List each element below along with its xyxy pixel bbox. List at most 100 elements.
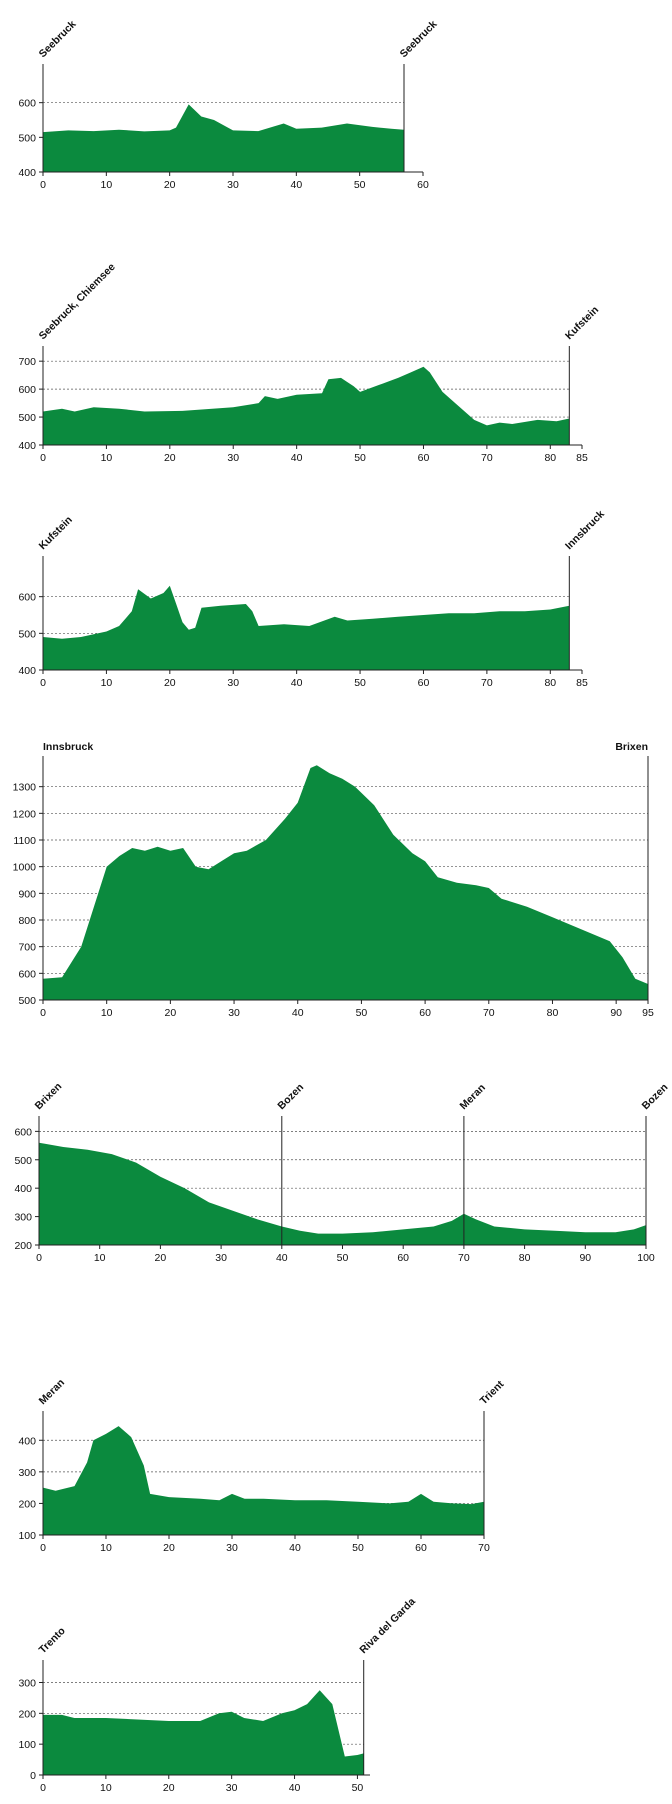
x-tick-label: 20	[155, 1252, 167, 1264]
y-tick-label: 400	[18, 167, 36, 179]
x-tick-label: 30	[227, 452, 239, 464]
x-tick-label: 0	[40, 1007, 46, 1019]
elevation-area	[43, 366, 570, 445]
profile-chart-1: 400 500 600 0 10 20 30 40 50 60 Seebruck Seebruck	[18, 18, 439, 191]
location-label: Kufstein	[563, 304, 601, 342]
x-tick-label: 80	[519, 1252, 531, 1264]
y-tick-label: 1200	[13, 808, 37, 820]
x-tick-label: 50	[337, 1252, 349, 1264]
x-tick-label: 30	[226, 1542, 238, 1554]
x-tick-label: 60	[418, 677, 430, 689]
x-tick-label: 80	[544, 452, 556, 464]
profile-chart-7: 0 100 200 300 0 10 20 30 40 50 Trento Riva del Gard…	[18, 1596, 417, 1794]
y-tick-label: 400	[18, 440, 36, 452]
y-tick-label: 600	[18, 98, 36, 110]
y-tick-label: 400	[18, 1435, 36, 1447]
x-tick-label: 40	[290, 179, 302, 191]
x-tick-label: 10	[94, 1252, 106, 1264]
x-tick-label: 100	[637, 1252, 655, 1264]
elevation-area	[39, 1142, 646, 1245]
x-tick-label: 60	[415, 1542, 427, 1554]
profile-chart-6: 100 200 300 400 0 10 20 30 40 50 60 70 Meran Trient	[18, 1377, 506, 1554]
location-label: Meran	[458, 1082, 488, 1112]
y-tick-label: 700	[18, 942, 36, 954]
x-tick-label: 0	[40, 677, 46, 689]
x-tick-label: 70	[478, 1542, 490, 1554]
x-tick-label: 30	[215, 1252, 227, 1264]
x-tick-label: 85	[576, 677, 588, 689]
location-label: Seebruck	[398, 18, 440, 60]
x-tick-label: 60	[419, 1007, 431, 1019]
x-tick-label: 30	[227, 179, 239, 191]
x-tick-label: 10	[101, 1007, 113, 1019]
x-tick-label: 80	[547, 1007, 559, 1019]
x-tick-label: 0	[40, 452, 46, 464]
x-tick-label: 30	[226, 1782, 238, 1794]
x-tick-label: 30	[227, 677, 239, 689]
y-tick-label: 200	[18, 1498, 36, 1510]
x-tick-label: 40	[291, 677, 303, 689]
y-tick-label: 400	[14, 1183, 32, 1195]
location-label: Innsbruck	[563, 508, 607, 552]
x-tick-label: 40	[289, 1782, 301, 1794]
x-tick-label: 0	[40, 1542, 46, 1554]
x-tick-label: 20	[165, 1007, 177, 1019]
y-tick-label: 1000	[13, 862, 37, 874]
x-tick-label: 20	[163, 1542, 175, 1554]
location-label: Riva del Garda	[357, 1596, 418, 1657]
location-label: Meran	[37, 1377, 67, 1407]
x-tick-label: 10	[101, 452, 113, 464]
location-label: Innsbruck	[43, 741, 93, 753]
x-tick-label: 85	[576, 452, 588, 464]
x-tick-label: 10	[101, 677, 113, 689]
x-tick-label: 70	[481, 452, 493, 464]
x-tick-label: 70	[458, 1252, 470, 1264]
y-tick-label: 600	[18, 592, 36, 604]
x-tick-label: 90	[579, 1252, 591, 1264]
x-tick-label: 0	[40, 179, 46, 191]
y-tick-label: 900	[18, 888, 36, 900]
y-tick-label: 500	[14, 1155, 32, 1167]
x-tick-label: 50	[352, 1782, 364, 1794]
y-tick-label: 300	[18, 1467, 36, 1479]
x-tick-label: 40	[289, 1542, 301, 1554]
profile-chart-5: 200 300 400 500 600 0 10 20 30 40 50 60 70 80 90 100 Bri…	[14, 1081, 670, 1264]
x-tick-label: 20	[163, 1782, 175, 1794]
profile-chart-4: 500 600 700 800 900 1000 1100 1200 1300 0 10 20 30 40…	[13, 741, 654, 1019]
location-label: Seebruck	[37, 18, 79, 60]
elevation-area	[43, 585, 570, 670]
x-tick-label: 90	[610, 1007, 622, 1019]
y-tick-label: 800	[18, 915, 36, 927]
x-tick-label: 50	[354, 677, 366, 689]
x-tick-label: 50	[354, 452, 366, 464]
y-tick-label: 600	[18, 384, 36, 396]
x-tick-label: 60	[397, 1252, 409, 1264]
y-tick-label: 400	[18, 665, 36, 677]
elevation-area	[43, 765, 648, 1000]
location-label: Bozen	[640, 1081, 671, 1112]
y-tick-label: 100	[18, 1739, 36, 1751]
x-tick-label: 50	[354, 179, 366, 191]
y-tick-label: 600	[18, 968, 36, 980]
x-tick-label: 40	[276, 1252, 288, 1264]
y-tick-label: 600	[14, 1126, 32, 1138]
x-tick-label: 95	[642, 1007, 654, 1019]
location-label: Trient	[478, 1378, 507, 1407]
x-tick-label: 80	[544, 677, 556, 689]
x-tick-label: 30	[228, 1007, 240, 1019]
x-tick-label: 20	[164, 179, 176, 191]
y-tick-label: 500	[18, 995, 36, 1007]
x-tick-label: 10	[100, 1782, 112, 1794]
y-tick-label: 500	[18, 628, 36, 640]
location-label: Bozen	[275, 1081, 306, 1112]
y-tick-label: 200	[14, 1240, 32, 1252]
y-tick-label: 500	[18, 412, 36, 424]
x-tick-label: 40	[291, 452, 303, 464]
y-tick-label: 700	[18, 356, 36, 368]
x-tick-label: 50	[352, 1542, 364, 1554]
y-tick-label: 200	[18, 1708, 36, 1720]
y-tick-label: 0	[30, 1770, 36, 1782]
x-tick-label: 50	[356, 1007, 368, 1019]
